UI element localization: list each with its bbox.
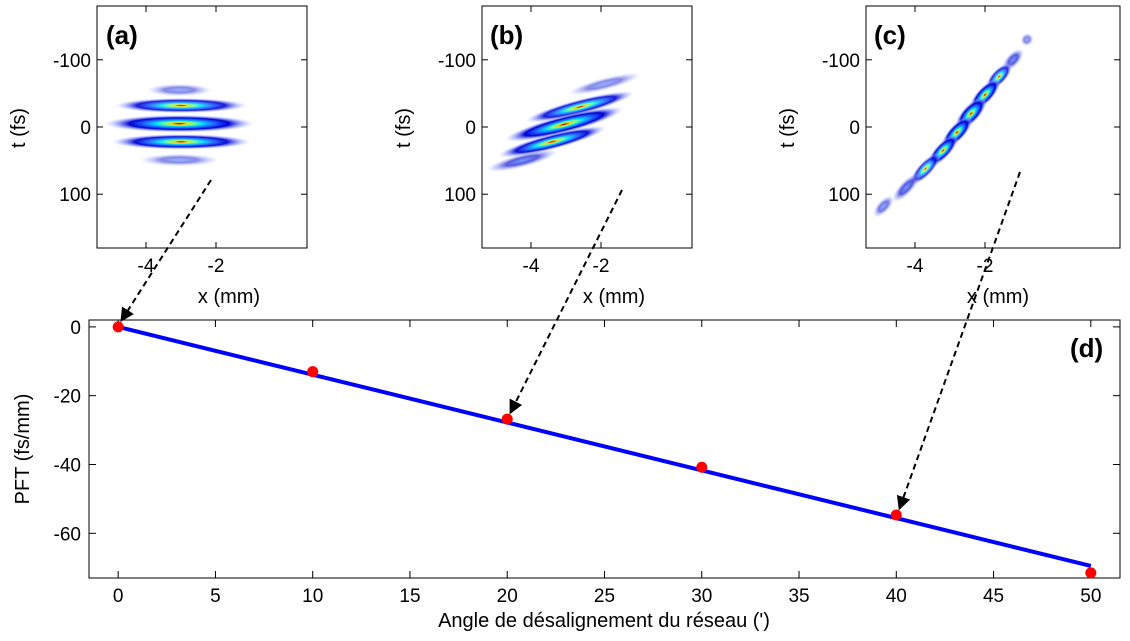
xtick-label: 50 [1080,586,1101,607]
panel-b-heatmap [486,72,642,172]
panel-b-ylabel: t (fs) [393,108,415,148]
fringe-b-3 [497,125,607,158]
ytick-label: 100 [59,185,91,206]
fringe-b-0 [567,72,642,96]
xtick-label: 10 [302,586,323,607]
data-point [501,413,513,425]
xtick-label: 5 [210,586,221,607]
panel-c: -100 0 100 -4 -2 (c) x (mm) t (fs) [777,5,1121,308]
data-point [696,461,708,473]
xtick-label: 0 [113,586,124,607]
data-point [307,366,319,378]
fringe-a-0 [146,83,213,97]
xtick-label: -4 [138,256,155,277]
fringe-a-4 [139,153,220,167]
fringe-a-1 [114,97,248,114]
fringe-a-3 [111,133,251,150]
ytick-label: 0 [465,118,476,139]
panel-d-xlabel: Angle de désalignement du réseau (') [438,610,770,632]
connector-arrow [120,179,212,323]
connector-arrows [120,171,1021,511]
ytick-label: -40 [54,455,81,476]
ytick-label: -100 [822,51,860,72]
panel-b-xlabel: x (mm) [583,286,645,308]
xtick-label: 25 [594,586,615,607]
xtick-label: -4 [523,256,540,277]
panel-a-ylabel: t (fs) [8,108,30,148]
panel-d-ylabel: PFT (fs/mm) [12,394,34,505]
ytick-label: 0 [80,118,91,139]
panel-b-ticks: -100 0 100 -4 -2 [438,6,692,277]
fringe-c-9 [872,195,895,218]
panel-b: -100 0 100 -4 -2 (b) x (mm) t (fs) [393,5,693,308]
data-point [112,321,124,333]
ytick-label: 0 [849,118,860,139]
panel-c-ylabel: t (fs) [777,108,799,148]
panel-c-ticks: -100 0 100 -4 -2 [822,6,1120,277]
ytick-label: 100 [828,185,860,206]
xtick-label: -2 [977,256,994,277]
panel-a-heatmap [104,83,255,167]
fringe-b-2 [504,106,624,142]
panel-d-ticks: 0 5 10 15 20 25 30 35 40 45 50 0 -20 -40 -60 [54,318,1120,607]
panel-a-ticks: -100 0 100 -4 -2 [53,6,307,277]
panel-c-label: (c) [874,20,906,50]
xtick-label: 20 [497,586,518,607]
ytick-label: 0 [70,318,81,339]
fringe-b-1 [525,91,635,123]
panel-a-xlabel: x (mm) [198,286,260,308]
ytick-label: -60 [54,524,81,545]
ytick-label: -100 [53,51,91,72]
data-point [1085,567,1097,579]
connector-arrow [509,189,623,415]
xtick-label: 35 [788,586,809,607]
panel-a: -100 0 100 -4 -2 (a) x (mm) t (fs) [8,5,308,308]
xtick-label: -2 [208,256,225,277]
ytick-label: -100 [438,51,476,72]
xtick-label: 45 [983,586,1004,607]
xtick-label: 15 [399,586,420,607]
xtick-label: 40 [886,586,907,607]
fringe-c-0 [1020,32,1034,47]
panel-b-label: (b) [490,20,523,50]
fit-line [117,324,1092,568]
fringe-b-4 [486,149,558,172]
fringe-a-2 [104,114,255,133]
panel-d: 0 5 10 15 20 25 30 35 40 45 50 0 -20 -40 -60 (d) Angle… [12,318,1121,632]
panel-c-xlabel: x (mm) [967,286,1029,308]
panel-c-heatmap [872,32,1034,218]
ytick-label: -20 [54,387,81,408]
xtick-label: 30 [691,586,712,607]
panel-a-label: (a) [106,20,138,50]
xtick-label: -4 [907,256,924,277]
panel-d-label: (d) [1070,333,1103,363]
ytick-label: 100 [444,185,476,206]
data-point [890,509,902,521]
panel-d-plot [112,321,1097,579]
xtick-label: -2 [593,256,610,277]
fringe-c-8 [892,172,921,203]
